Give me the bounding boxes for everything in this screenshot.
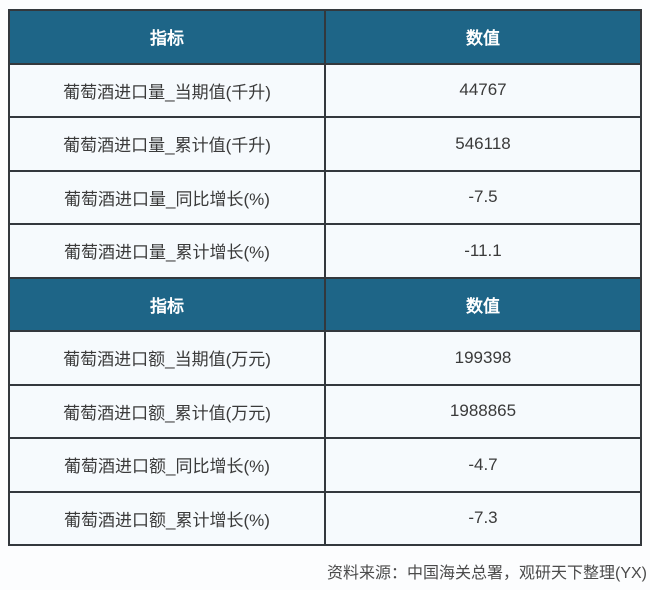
column-header-value: 数值 bbox=[324, 276, 642, 332]
value-cell: -11.1 bbox=[324, 223, 642, 279]
table-row: 葡萄酒进口额_当期值(万元) 199398 bbox=[8, 330, 642, 386]
table-row: 葡萄酒进口额_同比增长(%) -4.7 bbox=[8, 437, 642, 493]
header-row-section-1: 指标 数值 bbox=[8, 9, 642, 65]
table-row: 葡萄酒进口额_累计增长(%) -7.3 bbox=[8, 490, 642, 546]
indicator-cell: 葡萄酒进口额_当期值(万元) bbox=[8, 330, 326, 386]
column-header-indicator: 指标 bbox=[8, 276, 326, 332]
indicator-cell: 葡萄酒进口额_累计增长(%) bbox=[8, 490, 326, 546]
indicator-cell: 葡萄酒进口量_当期值(千升) bbox=[8, 62, 326, 118]
column-header-value: 数值 bbox=[324, 9, 642, 65]
indicator-cell: 葡萄酒进口额_同比增长(%) bbox=[8, 437, 326, 493]
table-row: 葡萄酒进口额_累计值(万元) 1988865 bbox=[8, 383, 642, 439]
value-cell: -7.3 bbox=[324, 490, 642, 546]
value-cell: 1988865 bbox=[324, 383, 642, 439]
data-source-note: 资料来源：中国海关总署，观研天下整理(YX) bbox=[326, 565, 647, 582]
column-header-indicator: 指标 bbox=[8, 9, 326, 65]
table-row: 葡萄酒进口量_累计增长(%) -11.1 bbox=[8, 223, 642, 279]
value-cell: 199398 bbox=[324, 330, 642, 386]
table-row: 葡萄酒进口量_同比增长(%) -7.5 bbox=[8, 169, 642, 225]
indicator-cell: 葡萄酒进口量_累计值(千升) bbox=[8, 116, 326, 172]
value-cell: -4.7 bbox=[324, 437, 642, 493]
indicator-value-table: 指标 数值 葡萄酒进口量_当期值(千升) 44767 葡萄酒进口量_累计值(千升) 546… bbox=[8, 9, 642, 546]
value-cell: 546118 bbox=[324, 116, 642, 172]
indicator-cell: 葡萄酒进口量_同比增长(%) bbox=[8, 169, 326, 225]
table-row: 葡萄酒进口量_累计值(千升) 546118 bbox=[8, 116, 642, 172]
indicator-cell: 葡萄酒进口量_累计增长(%) bbox=[8, 223, 326, 279]
indicator-cell: 葡萄酒进口额_累计值(万元) bbox=[8, 383, 326, 439]
table-body: 指标 数值 葡萄酒进口量_当期值(千升) 44767 葡萄酒进口量_累计值(千升) 546… bbox=[8, 9, 642, 546]
header-row-section-2: 指标 数值 bbox=[8, 276, 642, 332]
table-row: 葡萄酒进口量_当期值(千升) 44767 bbox=[8, 62, 642, 118]
value-cell: -7.5 bbox=[324, 169, 642, 225]
value-cell: 44767 bbox=[324, 62, 642, 118]
